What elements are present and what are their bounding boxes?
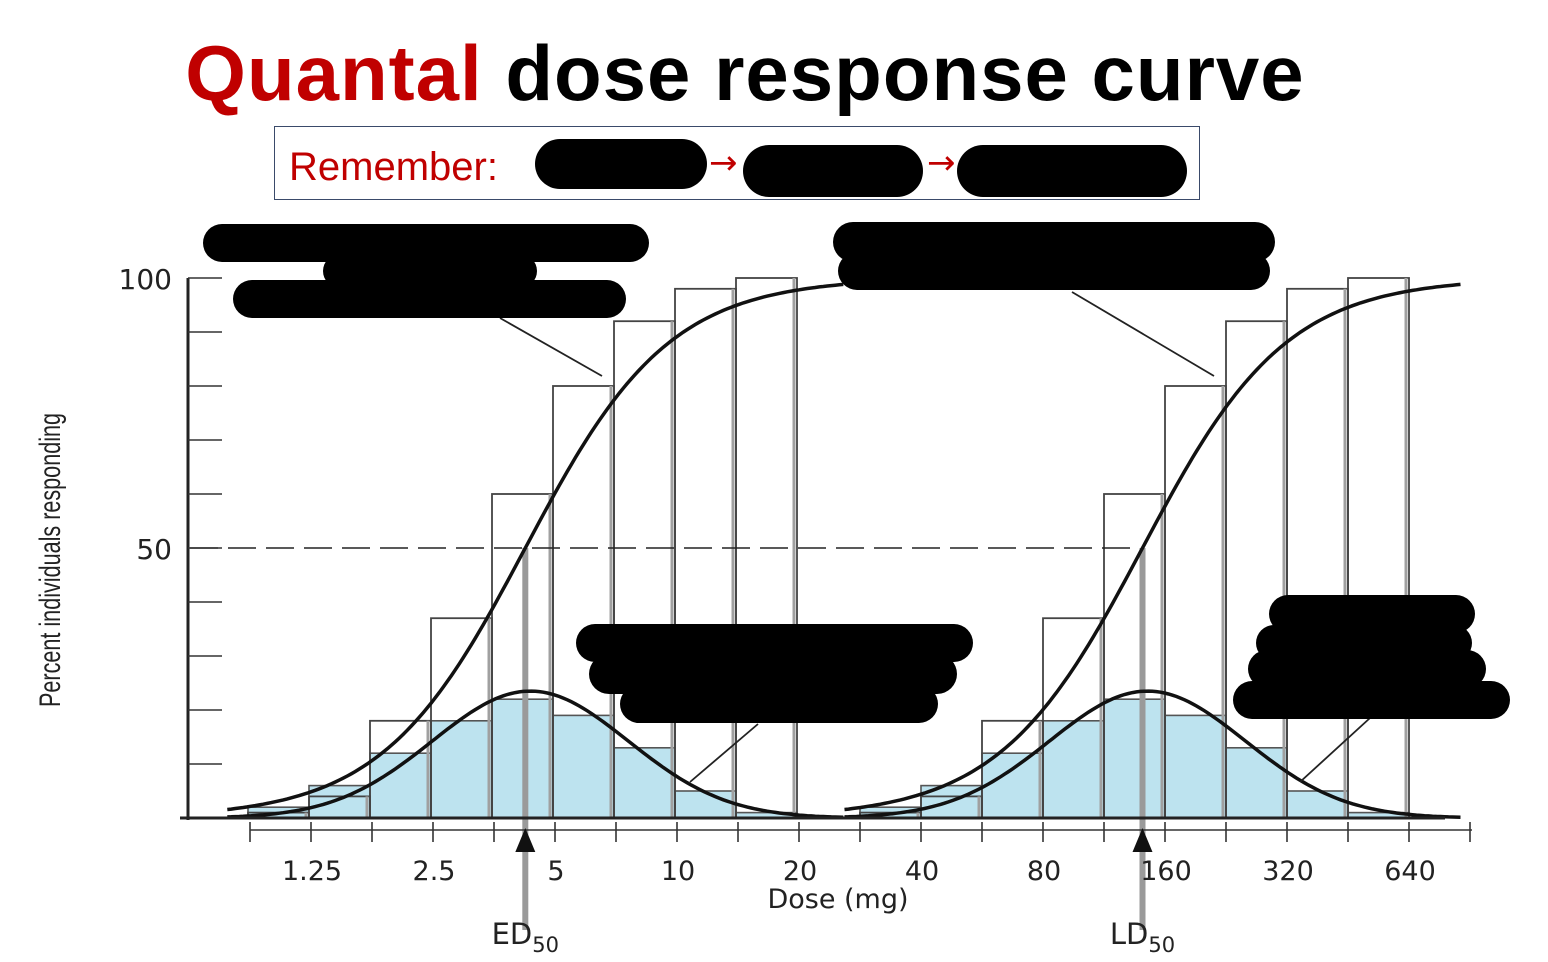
frequency-bar [552,714,615,819]
curves-group [227,282,1461,819]
cumulative-step [674,287,737,819]
arrow-icon: → [927,143,956,183]
x-axis-label: Dose (mg) [767,884,908,915]
x-tick-label: 20 [783,856,817,887]
chart-text-group: 100 50 1.25 2.5 5 10 20 40 80 160 320 640 Dose (mg) P… [32,263,1435,957]
frequency-bar [1286,790,1349,819]
x-tick-label: 40 [905,856,939,887]
y-tick-label: 100 [119,263,172,296]
x-tick-label: 160 [1140,856,1192,887]
x-tick-label: 320 [1262,856,1314,887]
x-tick-label: 10 [661,856,695,887]
redaction-block [233,280,626,318]
x-tick-label: 640 [1384,856,1436,887]
marker-arrowhead [515,828,536,852]
title-rest-words: dose response curve [482,29,1305,117]
slide-title: Quantal dose response curve [0,28,1490,119]
marker-lines-group [522,548,1146,930]
axes-group [180,277,1472,852]
frequency-bar [1225,746,1288,819]
title-accent-word: Quantal [185,29,483,117]
x-tick-label: 80 [1027,856,1061,887]
callout-lines-group [499,291,1371,783]
frequency-curve [844,689,1461,819]
redaction-block [957,145,1187,197]
arrow-icon: → [709,143,738,183]
callout-line [1299,717,1371,783]
remember-label: Remember: [289,145,498,189]
frequency-bar [674,790,737,819]
frequency-bar [981,752,1044,819]
frequency-bar [613,746,676,819]
cumulative-curve [844,282,1461,812]
marker-label-subscript: 50 [1148,933,1175,957]
redaction-block [535,139,707,189]
redaction-block [620,685,938,723]
callout-line [689,723,759,783]
marker-arrowhead [1132,828,1153,852]
marker-label: LD50 [1110,917,1175,957]
frequency-bar [1164,714,1227,819]
x-tick-label: 5 [547,856,564,887]
frequency-bar [1042,719,1105,819]
cumulative-step [1347,277,1410,819]
frequency-bars-group [247,698,1410,819]
marker-label-subscript: 50 [532,933,559,957]
redaction-block [1233,681,1510,719]
remember-box: Remember: → → [274,126,1200,200]
x-tick-label: 2.5 [413,856,456,887]
callout-line [1071,291,1215,377]
redaction-block [743,145,923,197]
y-tick-label: 50 [136,533,172,566]
cumulative-curve [227,282,844,812]
frequency-bar [369,752,432,819]
cumulative-step [1286,287,1349,819]
y-axis-label: Percent individuals responding [32,413,66,707]
x-tick-label: 1.25 [282,856,342,887]
cumulative-step [613,320,676,819]
marker-label: ED50 [492,917,559,957]
frequency-bar [1103,698,1166,819]
frequency-curve [227,689,844,819]
callout-line [499,317,603,377]
redaction-block [838,252,1270,290]
